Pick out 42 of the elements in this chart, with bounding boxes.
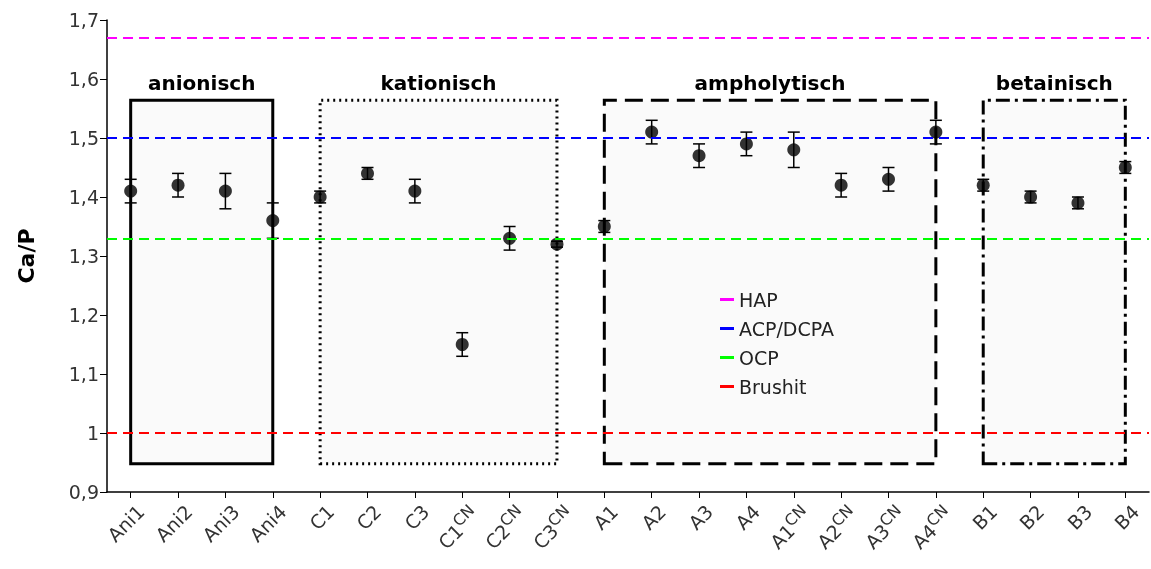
band-label: anionisch: [148, 70, 256, 95]
point: [645, 125, 659, 139]
legend-label: OCP: [739, 346, 779, 369]
x-tick-label: A3: [683, 500, 718, 534]
legend-label: Brushit: [739, 375, 807, 398]
point: [171, 178, 185, 192]
point: [929, 125, 943, 139]
y-tick-label: 1,6: [68, 68, 99, 90]
point: [218, 184, 232, 198]
y-tick-label: 1,7: [68, 9, 99, 31]
point: [124, 184, 138, 198]
y-tick-label: 0,9: [68, 481, 99, 503]
y-axis-title: Ca/P: [13, 228, 39, 284]
point: [408, 184, 422, 198]
x-tick-label: C1: [304, 500, 339, 535]
point: [266, 214, 280, 228]
point: [787, 143, 801, 157]
band-label: kationisch: [380, 70, 497, 95]
band-label: ampholytisch: [694, 70, 846, 95]
legend-label: ACP/DCPA: [739, 317, 834, 340]
y-tick-label: 1,5: [68, 127, 99, 149]
x-tick-label: C3: [399, 500, 434, 535]
y-tick-label: 1,4: [68, 186, 99, 208]
point: [739, 137, 753, 151]
x-tick-label: C2: [352, 500, 386, 535]
x-tick-label: A1: [589, 500, 623, 534]
point: [834, 178, 848, 192]
band-label: betainisch: [995, 70, 1113, 95]
point: [455, 338, 469, 351]
x-tick-label: A2: [636, 500, 670, 534]
x-tick-label: B1: [968, 500, 1002, 534]
y-tick-label: 1: [86, 422, 99, 444]
legend-label: HAP: [739, 288, 778, 311]
y-tick-label: 1,3: [68, 245, 99, 267]
x-tick-label: B4: [1110, 500, 1144, 534]
x-tick-label: B2: [1015, 500, 1049, 534]
x-tick-label: B3: [1062, 500, 1097, 534]
y-tick-label: 1,1: [68, 363, 99, 385]
point: [882, 172, 895, 186]
x-tick-label: A4: [731, 500, 765, 534]
point: [692, 149, 706, 163]
y-tick-label: 1,2: [68, 304, 99, 326]
